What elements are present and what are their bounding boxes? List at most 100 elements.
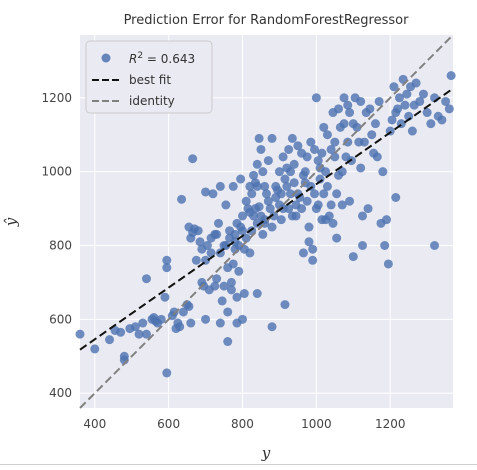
scatter-point <box>345 108 355 118</box>
scatter-point <box>90 344 100 354</box>
scatter-point <box>178 307 188 317</box>
scatter-point <box>343 137 353 147</box>
y-tick-labels: 400 600 800 1000 1200 <box>41 91 72 400</box>
scatter-point <box>391 192 401 202</box>
y-axis-label: ŷ <box>2 217 20 227</box>
scatter-point <box>226 285 236 295</box>
y-tick-label: 400 <box>49 386 72 400</box>
scatter-point <box>75 329 85 339</box>
legend-best-fit-label: best fit <box>129 73 171 87</box>
scatter-point <box>280 174 290 184</box>
scatter-point <box>302 152 312 162</box>
scatter-point <box>267 222 277 232</box>
scatter-point <box>300 167 310 177</box>
scatter-point <box>245 248 255 258</box>
scatter-point <box>213 218 223 228</box>
scatter-point <box>330 152 340 162</box>
scatter-point <box>105 335 115 345</box>
legend-r2-superscript: 2 <box>137 51 143 61</box>
scatter-point <box>160 292 170 302</box>
scatter-point <box>441 96 451 106</box>
scatter-point <box>332 189 342 199</box>
scatter-point <box>426 119 436 129</box>
scatter-point <box>345 196 355 206</box>
scatter-point <box>265 204 275 214</box>
scatter-point <box>223 337 233 347</box>
scatter-point <box>249 170 259 180</box>
scatter-point <box>202 241 212 251</box>
scatter-point <box>374 96 384 106</box>
scatter-point <box>134 329 144 339</box>
scatter-point <box>330 137 340 147</box>
scatter-point <box>352 122 362 132</box>
scatter-point <box>446 71 456 81</box>
scatter-point <box>232 292 242 302</box>
best-fit-line <box>79 87 454 351</box>
scatter-point <box>116 327 126 337</box>
scatter-point <box>175 322 185 332</box>
scatter-point <box>284 144 294 154</box>
scatter-point <box>291 211 301 221</box>
scatter-point <box>348 252 358 262</box>
scatter-point <box>365 104 375 114</box>
scatter-point <box>260 181 270 191</box>
scatter-point <box>286 167 296 177</box>
scatter-point <box>302 196 312 206</box>
scatter-point <box>339 119 349 129</box>
scatter-point <box>237 211 247 221</box>
scatter-point <box>237 314 247 324</box>
identity-line <box>79 34 454 409</box>
x-tick-label: 1000 <box>301 417 332 431</box>
scatter-point <box>156 314 166 324</box>
scatter-point <box>324 211 334 221</box>
scatter-point <box>263 156 273 166</box>
scatter-point <box>276 189 286 199</box>
scatter-point <box>297 204 307 214</box>
scatter-point <box>239 289 249 299</box>
scatter-point <box>313 156 323 166</box>
scatter-point <box>319 122 329 132</box>
bottom-divider <box>0 464 477 465</box>
x-tick-label: 800 <box>231 417 254 431</box>
scatter-point <box>322 181 332 191</box>
scatter-point <box>208 189 218 199</box>
scatter-point <box>212 229 222 239</box>
scatter-point <box>282 181 292 191</box>
scatter-point <box>252 181 262 191</box>
scatter-point <box>280 300 290 310</box>
scatter-point <box>186 318 196 328</box>
scatter-point <box>267 133 277 143</box>
scatter-point <box>332 233 342 243</box>
scatter-point <box>141 274 151 284</box>
scatter-point <box>322 130 332 140</box>
scatter-point <box>306 137 316 147</box>
scatter-point <box>304 222 314 232</box>
scatter-point <box>234 266 244 276</box>
scatter-point <box>363 204 373 214</box>
x-tick-label: 400 <box>83 417 106 431</box>
scatter-point <box>228 181 238 191</box>
scatter-point <box>380 241 390 251</box>
scatter-point <box>262 189 271 199</box>
scatter-point <box>228 259 238 269</box>
scatter-point <box>402 89 412 99</box>
scatter-point <box>247 189 257 199</box>
scatter-point <box>415 96 425 106</box>
scatter-point <box>400 100 410 110</box>
scatter-point <box>356 163 366 173</box>
scatter-point <box>252 159 262 169</box>
x-axis-label: y <box>261 444 271 462</box>
scatter-point <box>394 93 404 103</box>
scatter-point <box>310 189 320 199</box>
scatter-point <box>358 211 368 221</box>
chart-title: Prediction Error for RandomForestRegress… <box>124 13 410 28</box>
scatter-point <box>378 167 388 177</box>
scatter-point <box>411 78 421 88</box>
scatter-point <box>430 241 440 251</box>
scatter-point <box>249 211 259 221</box>
y-tick-label: 1000 <box>41 165 72 179</box>
scatter-point <box>169 307 179 317</box>
scatter-point <box>343 100 353 110</box>
scatter-point <box>201 187 211 197</box>
